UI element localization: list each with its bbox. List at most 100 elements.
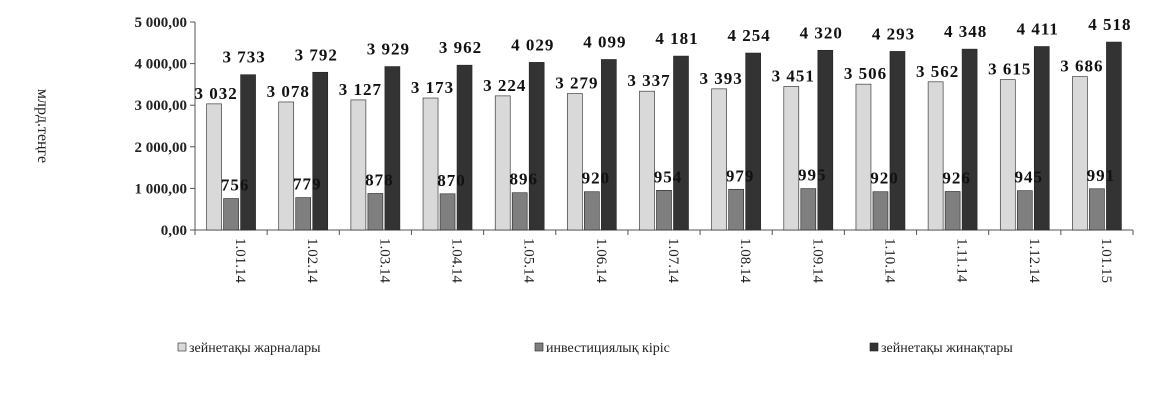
y-tick-label: 2 000,00 xyxy=(135,140,188,156)
x-tick-label: 1.09.14 xyxy=(809,238,825,284)
y-axis-label: млрд.теңге xyxy=(34,89,51,163)
x-tick-label: 1.01.14 xyxy=(232,238,248,284)
bar-2 xyxy=(584,191,600,231)
legend-swatch xyxy=(869,342,879,352)
x-tick-label: 1.03.14 xyxy=(376,238,392,284)
x-tick-label: 1.02.14 xyxy=(304,238,320,284)
data-label-contributions: 3 337 xyxy=(627,71,670,90)
bar-3 xyxy=(240,74,256,231)
bar-1 xyxy=(927,81,944,231)
data-label-contributions: 3 279 xyxy=(555,74,598,93)
data-label-savings: 4 411 xyxy=(1017,20,1059,39)
bar-2 xyxy=(295,197,312,231)
data-label-contributions: 3 032 xyxy=(194,84,237,103)
data-label-investment-income: 878 xyxy=(365,170,394,189)
data-label-contributions: 3 127 xyxy=(339,80,382,99)
bar-1 xyxy=(1072,76,1088,231)
data-label-contributions: 3 078 xyxy=(267,82,310,101)
y-tick-label: 3 000,00 xyxy=(135,98,188,114)
data-label-contributions: 3 224 xyxy=(483,76,526,95)
bar-1 xyxy=(783,86,800,231)
data-label-savings: 3 733 xyxy=(222,48,265,67)
bar-3 xyxy=(601,59,617,231)
bar-3 xyxy=(673,55,689,231)
data-label-savings: 4 320 xyxy=(800,23,843,42)
bar-1 xyxy=(494,95,511,231)
y-tick-label: 5 000,00 xyxy=(135,15,188,31)
data-label-investment-income: 995 xyxy=(798,166,827,185)
data-label-contributions: 3 562 xyxy=(916,62,959,81)
data-label-contributions: 3 393 xyxy=(700,69,743,88)
data-label-savings: 4 293 xyxy=(872,24,915,43)
legend-swatch xyxy=(177,342,187,352)
bar-1 xyxy=(278,101,295,231)
data-label-investment-income: 954 xyxy=(654,167,683,186)
data-label-investment-income: 870 xyxy=(437,171,466,190)
y-tick-label: 0,00 xyxy=(161,223,187,239)
data-label-investment-income: 920 xyxy=(870,169,899,188)
data-label-contributions: 3 451 xyxy=(772,66,815,85)
data-label-savings: 4 518 xyxy=(1088,15,1131,34)
data-label-investment-income: 920 xyxy=(582,169,611,188)
data-label-contributions: 3 173 xyxy=(411,78,454,97)
bar-3 xyxy=(384,66,401,231)
bar-1 xyxy=(567,93,583,231)
x-tick-label: 1.08.14 xyxy=(737,238,753,284)
legend-label: зейнетақы жарналары xyxy=(189,341,321,356)
data-label-savings: 4 348 xyxy=(944,22,987,41)
bar-3 xyxy=(745,52,761,231)
data-label-savings: 3 929 xyxy=(367,40,410,59)
bar-3 xyxy=(312,71,329,231)
bar-1 xyxy=(350,99,367,231)
data-label-savings: 4 029 xyxy=(511,35,554,54)
chart-bars xyxy=(206,41,1122,231)
x-tick-label: 1.12.14 xyxy=(1026,238,1042,284)
bar-2 xyxy=(367,193,384,231)
y-tick-label: 1 000,00 xyxy=(135,181,188,197)
bar-3 xyxy=(528,62,545,231)
data-label-savings: 3 792 xyxy=(295,45,338,64)
bar-1 xyxy=(999,79,1016,231)
bar-2 xyxy=(223,198,239,231)
chart-legend: зейнетақы жарналары инвестициялық кіріс зе… xyxy=(177,341,1013,356)
bar-2 xyxy=(944,191,961,231)
x-tick-label: 1.06.14 xyxy=(593,238,609,284)
data-label-savings: 3 962 xyxy=(439,38,482,57)
x-tick-label: 1.05.14 xyxy=(521,238,537,284)
x-tick-label: 1.04.14 xyxy=(449,238,465,284)
bar-2 xyxy=(656,190,672,231)
bar-2 xyxy=(800,188,817,231)
legend-label: зейнетақы жинақтары xyxy=(881,341,1013,356)
bar-2 xyxy=(728,188,744,231)
x-tick-label: 1.11.14 xyxy=(954,238,970,283)
bar-2 xyxy=(872,191,889,231)
data-label-investment-income: 945 xyxy=(1015,168,1044,187)
data-label-contributions: 3 686 xyxy=(1060,57,1103,76)
data-label-savings: 4 099 xyxy=(583,32,626,51)
data-label-investment-income: 779 xyxy=(293,175,322,194)
bar-2 xyxy=(511,192,528,231)
bar-3 xyxy=(1106,41,1122,231)
data-label-contributions: 3 506 xyxy=(844,64,887,83)
bar-2 xyxy=(1089,188,1105,231)
bar-1 xyxy=(855,83,872,231)
bar-3 xyxy=(889,51,906,231)
bar-1 xyxy=(711,88,727,231)
chart-axes: 0,00 1 000,00 2 000,00 3 000,00 4 000,00 5 00… xyxy=(34,15,1134,284)
bar-1 xyxy=(206,103,222,231)
bar-2 xyxy=(439,193,456,231)
bar-3 xyxy=(456,64,473,231)
bar-1 xyxy=(639,90,655,231)
bar-3 xyxy=(817,49,834,231)
x-tick-label: 1.07.14 xyxy=(665,238,681,284)
legend-swatch xyxy=(534,342,544,352)
data-label-savings: 4 254 xyxy=(728,26,771,45)
data-label-contributions: 3 615 xyxy=(988,60,1031,79)
y-tick-label: 4 000,00 xyxy=(135,57,188,73)
bar-2 xyxy=(1016,190,1033,231)
bar-3 xyxy=(1033,46,1050,231)
data-label-investment-income: 926 xyxy=(942,168,971,187)
